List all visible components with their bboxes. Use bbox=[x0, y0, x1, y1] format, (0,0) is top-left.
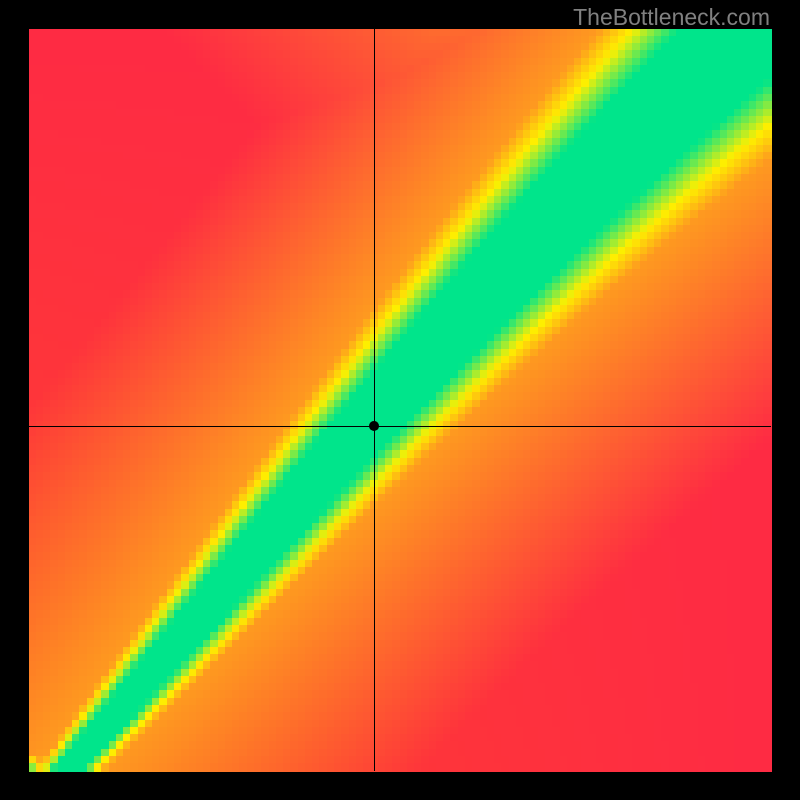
chart-container: { "canvas": { "width": 800, "height": 80… bbox=[0, 0, 800, 800]
bottleneck-heatmap bbox=[0, 0, 800, 800]
watermark-text: TheBottleneck.com bbox=[573, 4, 770, 31]
